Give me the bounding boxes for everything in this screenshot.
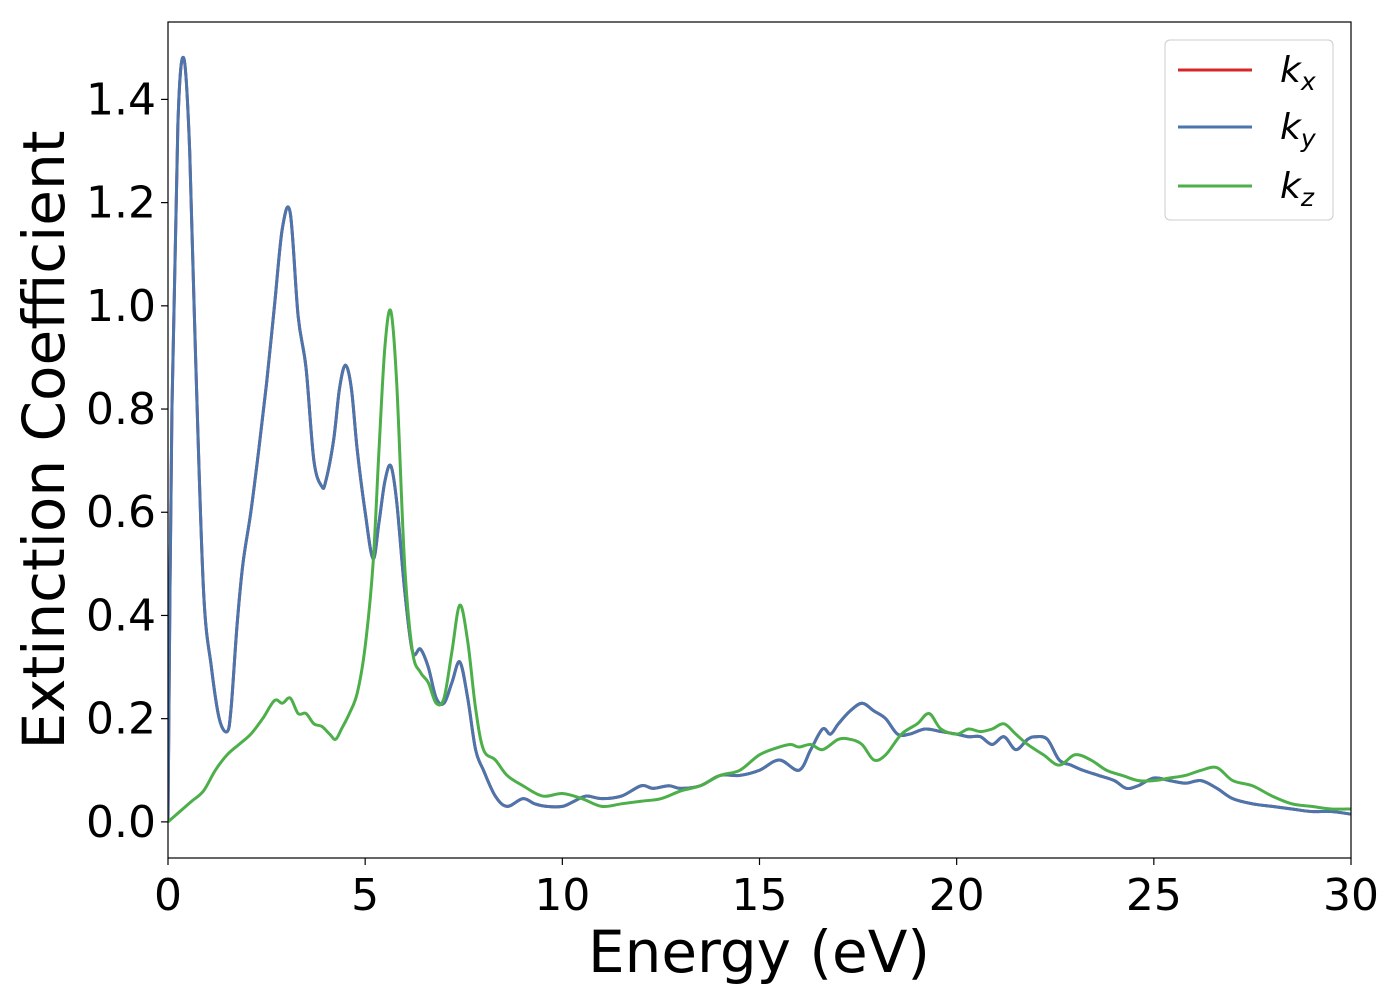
y-tick-label: 1.2 [86, 178, 156, 229]
y-tick-label: 1.0 [86, 281, 156, 332]
y-axis: 0.0 0.2 0.4 0.6 0.8 1.0 1.2 1.4 [86, 74, 168, 848]
legend-frame [1164, 39, 1334, 221]
y-tick-label: 1.4 [86, 74, 156, 125]
y-tick-label: 0.0 [86, 797, 156, 848]
legend-label-kx: kx [1280, 50, 1316, 96]
x-tick-label: 15 [732, 870, 788, 921]
x-tick-label: 0 [154, 870, 182, 921]
y-tick-label: 0.8 [86, 384, 156, 435]
y-axis-label: Extinction Coefficient [10, 131, 78, 750]
legend: kx ky kz [1164, 39, 1334, 221]
y-tick-label: 0.4 [86, 590, 156, 641]
x-tick-label: 30 [1323, 870, 1379, 921]
series-layer [168, 55, 1351, 824]
x-tick-label: 20 [929, 870, 985, 921]
legend-label-ky: ky [1280, 107, 1317, 153]
series-line-kz [168, 308, 1351, 824]
x-tick-label: 10 [534, 870, 590, 921]
x-tick-label: 25 [1126, 870, 1182, 921]
x-tick-label: 5 [351, 870, 379, 921]
x-axis: 0 5 10 15 20 25 30 [154, 858, 1379, 921]
legend-label-kz: kz [1280, 166, 1315, 212]
y-tick-label: 0.6 [86, 487, 156, 538]
series-line-ky [168, 55, 1351, 822]
x-axis-label: Energy (eV) [588, 918, 930, 986]
y-tick-label: 0.2 [86, 694, 156, 745]
